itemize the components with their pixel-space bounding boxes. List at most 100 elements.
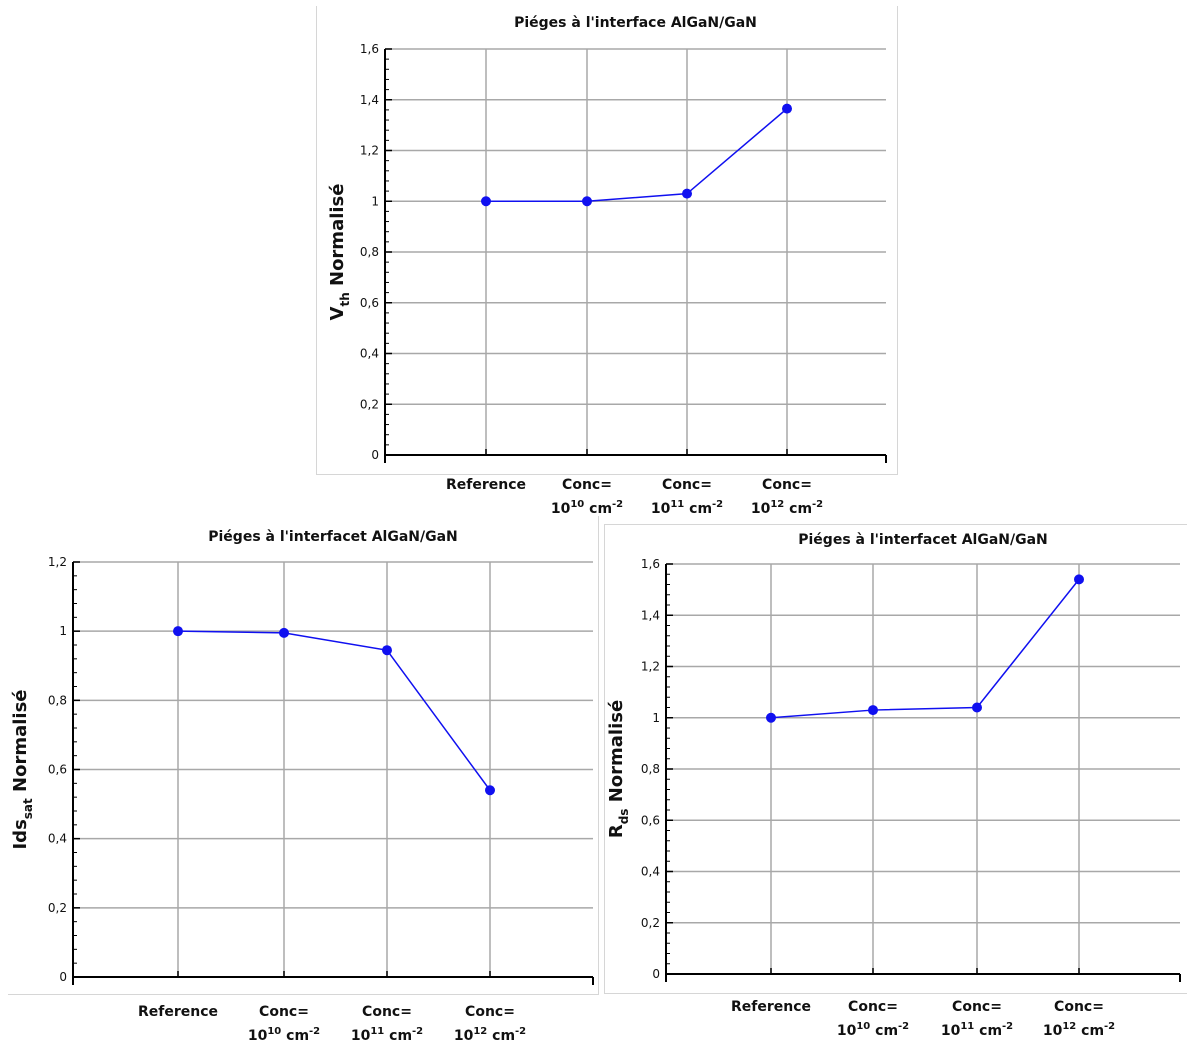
data-point <box>972 702 982 713</box>
y-axis-title: Vth Normalisé <box>327 184 352 321</box>
x-category-label: Conc= <box>562 477 612 493</box>
y-axis-title: Rds Normalisé <box>606 700 631 838</box>
x-category-label: Conc= <box>1054 999 1104 1015</box>
y-tick-label: 1,4 <box>360 93 379 107</box>
chart-panel-vth <box>316 6 898 475</box>
y-axis-title-main: V <box>327 306 348 320</box>
conc-exponent: 12 <box>770 499 784 510</box>
y-tick-label: 1,2 <box>360 144 379 158</box>
conc-exponent: 11 <box>370 1026 384 1037</box>
conc-base: 10 <box>1043 1023 1063 1039</box>
conc-unit: cm <box>870 1023 898 1039</box>
conc-unit: cm <box>487 1028 515 1041</box>
y-axis-title: Idssat Normalisé <box>10 689 35 849</box>
x-category-concentration: 1012 cm-2 <box>1043 1021 1115 1039</box>
x-category-concentration: 1011 cm-2 <box>651 499 723 517</box>
conc-unit-exponent: -2 <box>1002 1021 1013 1032</box>
y-tick-label: 1 <box>371 194 379 208</box>
data-point <box>682 188 692 199</box>
y-axis-title-subscript: ds <box>617 809 631 825</box>
conc-unit-exponent: -2 <box>309 1026 320 1037</box>
chart-rds: Piéges à l'interfacet AlGaN/GaN 0 0,2 0,4 0,… <box>606 532 1181 1039</box>
y-tick-label: 0,8 <box>360 245 379 259</box>
x-category-concentration: 1011 cm-2 <box>941 1021 1013 1039</box>
conc-unit: cm <box>974 1023 1002 1039</box>
y-tick-label: 1,6 <box>641 557 660 571</box>
chart-title: Piéges à l'interface AlGaN/GaN <box>514 15 757 31</box>
x-category-label: Conc= <box>259 1004 309 1020</box>
conc-exponent: 11 <box>670 499 684 510</box>
y-tick-label: 0,4 <box>48 832 67 846</box>
conc-base: 10 <box>651 501 671 517</box>
conc-base: 10 <box>751 501 771 517</box>
conc-base: 10 <box>941 1023 961 1039</box>
x-category-label: Conc= <box>662 477 712 493</box>
conc-unit: cm <box>584 501 612 517</box>
y-tick-label: 0 <box>652 967 660 981</box>
data-point <box>279 627 289 638</box>
series-line <box>770 578 1080 719</box>
data-point <box>481 196 491 207</box>
y-tick-label: 1,2 <box>48 555 67 569</box>
x-category-concentration: 1010 cm-2 <box>248 1026 320 1041</box>
y-tick-label: 0,8 <box>641 762 660 776</box>
x-category-label: Conc= <box>952 999 1002 1015</box>
conc-base: 10 <box>351 1028 371 1041</box>
conc-base: 10 <box>454 1028 474 1041</box>
conc-exponent: 10 <box>856 1021 870 1032</box>
conc-exponent: 12 <box>1062 1021 1076 1032</box>
x-category-concentration: 1011 cm-2 <box>351 1026 423 1041</box>
y-tick-label: 1 <box>652 711 660 725</box>
conc-unit: cm <box>281 1028 309 1041</box>
y-axis-title-main: Ids <box>10 819 31 849</box>
conc-unit-exponent: -2 <box>1104 1021 1115 1032</box>
x-category-label: Conc= <box>762 477 812 493</box>
conc-unit: cm <box>1076 1023 1104 1039</box>
series-line <box>177 630 491 791</box>
conc-base: 10 <box>551 501 571 517</box>
x-category-label: Conc= <box>848 999 898 1015</box>
y-tick-label: 1,4 <box>641 608 660 622</box>
conc-unit-exponent: -2 <box>898 1021 909 1032</box>
y-tick-label: 0,4 <box>360 347 379 361</box>
y-axis-title-rest: Normalisé <box>606 700 627 809</box>
chart-vth: Piéges à l'interface AlGaN/GaN 0 0,2 0,4 0,6… <box>327 15 887 517</box>
y-axis-title-subscript: th <box>338 292 352 306</box>
y-tick-label: 0,2 <box>360 397 379 411</box>
series-line <box>486 108 788 202</box>
conc-exponent: 10 <box>570 499 584 510</box>
y-tick-label: 0,2 <box>48 901 67 915</box>
y-axis-title-rest: Normalisé <box>327 184 348 293</box>
y-tick-label: 0 <box>371 448 379 462</box>
x-category-label: Reference <box>138 1004 218 1020</box>
y-tick-label: 1 <box>59 624 67 638</box>
y-tick-label: 0,8 <box>48 693 67 707</box>
y-axis-title-main: R <box>606 824 627 838</box>
conc-exponent: 12 <box>473 1026 487 1037</box>
x-category-concentration: 1010 cm-2 <box>837 1021 909 1039</box>
y-tick-label: 0,2 <box>641 916 660 930</box>
y-tick-label: 1,6 <box>360 42 379 56</box>
x-category-label: Conc= <box>465 1004 515 1020</box>
chart-idssat: Piéges à l'interfacet AlGaN/GaN 0 0,2 0,4 0,… <box>10 529 594 1041</box>
x-category-label: Reference <box>731 999 811 1015</box>
conc-unit-exponent: -2 <box>812 499 823 510</box>
conc-unit: cm <box>384 1028 412 1041</box>
x-category-label: Reference <box>446 477 526 493</box>
x-category-concentration: 1010 cm-2 <box>551 499 623 517</box>
data-point <box>782 103 792 114</box>
conc-unit: cm <box>684 501 712 517</box>
y-tick-label: 0,6 <box>360 296 379 310</box>
y-tick-label: 0,6 <box>48 763 67 777</box>
conc-unit: cm <box>784 501 812 517</box>
data-point <box>582 196 592 207</box>
x-category-concentration: 1012 cm-2 <box>454 1026 526 1041</box>
conc-base: 10 <box>248 1028 268 1041</box>
conc-unit-exponent: -2 <box>712 499 723 510</box>
y-tick-label: 1,2 <box>641 660 660 674</box>
conc-exponent: 10 <box>267 1026 281 1037</box>
chart-panel-rds <box>604 524 1187 994</box>
y-axis-title-subscript: sat <box>21 798 35 819</box>
y-tick-label: 0,6 <box>641 813 660 827</box>
chart-title: Piéges à l'interfacet AlGaN/GaN <box>798 532 1048 548</box>
